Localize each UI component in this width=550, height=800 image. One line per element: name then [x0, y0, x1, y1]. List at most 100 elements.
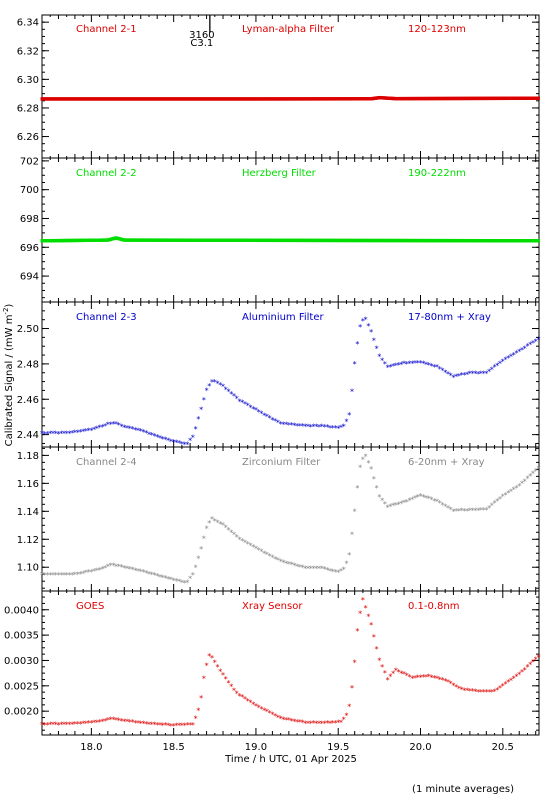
data-point: * — [416, 674, 420, 683]
data-point: * — [536, 464, 540, 473]
data-point: * — [51, 721, 55, 730]
data-point: * — [45, 721, 49, 730]
data-point: * — [114, 420, 118, 429]
data-point: * — [229, 528, 233, 537]
data-point: * — [185, 440, 189, 449]
data-point: * — [273, 712, 277, 721]
data-point: * — [301, 719, 305, 728]
data-point: * — [161, 574, 165, 583]
data-point: * — [210, 515, 214, 524]
data-point: * — [394, 501, 398, 510]
data-point: * — [237, 692, 241, 701]
data-point: * — [188, 575, 192, 584]
data-point: * — [81, 569, 85, 578]
data-point: * — [207, 382, 211, 391]
y-tick-label: 1.12 — [17, 535, 39, 546]
data-point: * — [306, 565, 310, 574]
filter-label: Zirconium Filter — [242, 457, 321, 468]
data-point: * — [172, 722, 176, 731]
data-point: * — [196, 415, 200, 424]
y-tick-label: 2.48 — [17, 359, 39, 370]
data-point: * — [109, 420, 113, 429]
data-point: * — [235, 690, 239, 699]
data-point: * — [172, 438, 176, 447]
data-point: * — [320, 719, 324, 728]
data-point: * — [487, 504, 491, 513]
y-tick-label: 0.0040 — [4, 605, 39, 616]
data-point: * — [512, 674, 516, 683]
data-point: * — [216, 379, 220, 388]
data-point: * — [62, 571, 66, 580]
data-point: * — [451, 507, 455, 516]
data-point: * — [65, 430, 69, 439]
data-point: * — [87, 719, 91, 728]
data-point: * — [281, 559, 285, 568]
data-point: * — [325, 566, 329, 575]
data-point: * — [358, 464, 362, 473]
data-point: * — [128, 425, 132, 434]
data-point: * — [298, 422, 302, 431]
x-tick-label: 19.5 — [327, 742, 349, 753]
data-point: * — [136, 567, 140, 576]
data-point: * — [410, 495, 414, 504]
data-point: * — [509, 353, 513, 362]
data-point: * — [347, 411, 351, 420]
data-point: * — [281, 715, 285, 724]
data-point: * — [163, 721, 167, 730]
data-point: * — [314, 719, 318, 728]
data-point: * — [504, 356, 508, 365]
data-point: * — [375, 484, 379, 493]
data-point: * — [435, 497, 439, 506]
data-point: * — [361, 317, 365, 326]
data-point: * — [98, 566, 102, 575]
data-point: * — [361, 455, 365, 464]
data-point: * — [515, 349, 519, 358]
data-point: * — [114, 716, 118, 725]
data-point: * — [342, 565, 346, 574]
data-point: * — [100, 423, 104, 432]
data-point: * — [70, 429, 74, 438]
data-point: * — [117, 563, 121, 572]
data-point: * — [479, 370, 483, 379]
data-point: * — [73, 428, 77, 437]
data-point: * — [218, 381, 222, 390]
panel-channel-2-3: 2.442.462.482.50 ***********************… — [17, 301, 540, 450]
data-point: * — [287, 421, 291, 430]
data-point: * — [534, 656, 538, 665]
y-axis-ticks: 2.44 2.46 2.48 2.50 — [17, 310, 539, 444]
data-point: * — [70, 571, 74, 580]
data-point: * — [446, 370, 450, 379]
data-point: * — [273, 555, 277, 564]
data-point: * — [87, 568, 91, 577]
data-point: * — [62, 430, 66, 439]
data-point: * — [504, 680, 508, 689]
data-point: * — [284, 421, 288, 430]
band-label: 120-123nm — [408, 24, 466, 35]
data-point: * — [410, 674, 414, 683]
data-point: * — [484, 506, 488, 515]
data-point: * — [515, 484, 519, 493]
data-point: * — [281, 420, 285, 429]
y-tick-label: 6.32 — [17, 46, 39, 57]
data-point: * — [152, 571, 156, 580]
data-point: * — [312, 422, 316, 431]
data-point: * — [287, 560, 291, 569]
data-point: * — [84, 719, 88, 728]
data-point: * — [237, 397, 241, 406]
data-point: * — [56, 721, 60, 730]
event-marker-number: 3160 — [189, 30, 214, 41]
filter-label: Xray Sensor — [242, 601, 303, 612]
y-tick-label: 6.28 — [17, 103, 39, 114]
data-point: * — [408, 360, 412, 369]
data-point: * — [139, 719, 143, 728]
data-point: * — [78, 720, 82, 729]
data-point: * — [111, 562, 115, 571]
data-point: * — [120, 423, 124, 432]
data-point: * — [443, 503, 447, 512]
data-point: * — [270, 554, 274, 563]
data-point: * — [174, 722, 178, 731]
data-point: * — [432, 497, 436, 506]
data-point: * — [410, 359, 414, 368]
data-point: * — [67, 429, 71, 438]
data-point: * — [122, 424, 126, 433]
